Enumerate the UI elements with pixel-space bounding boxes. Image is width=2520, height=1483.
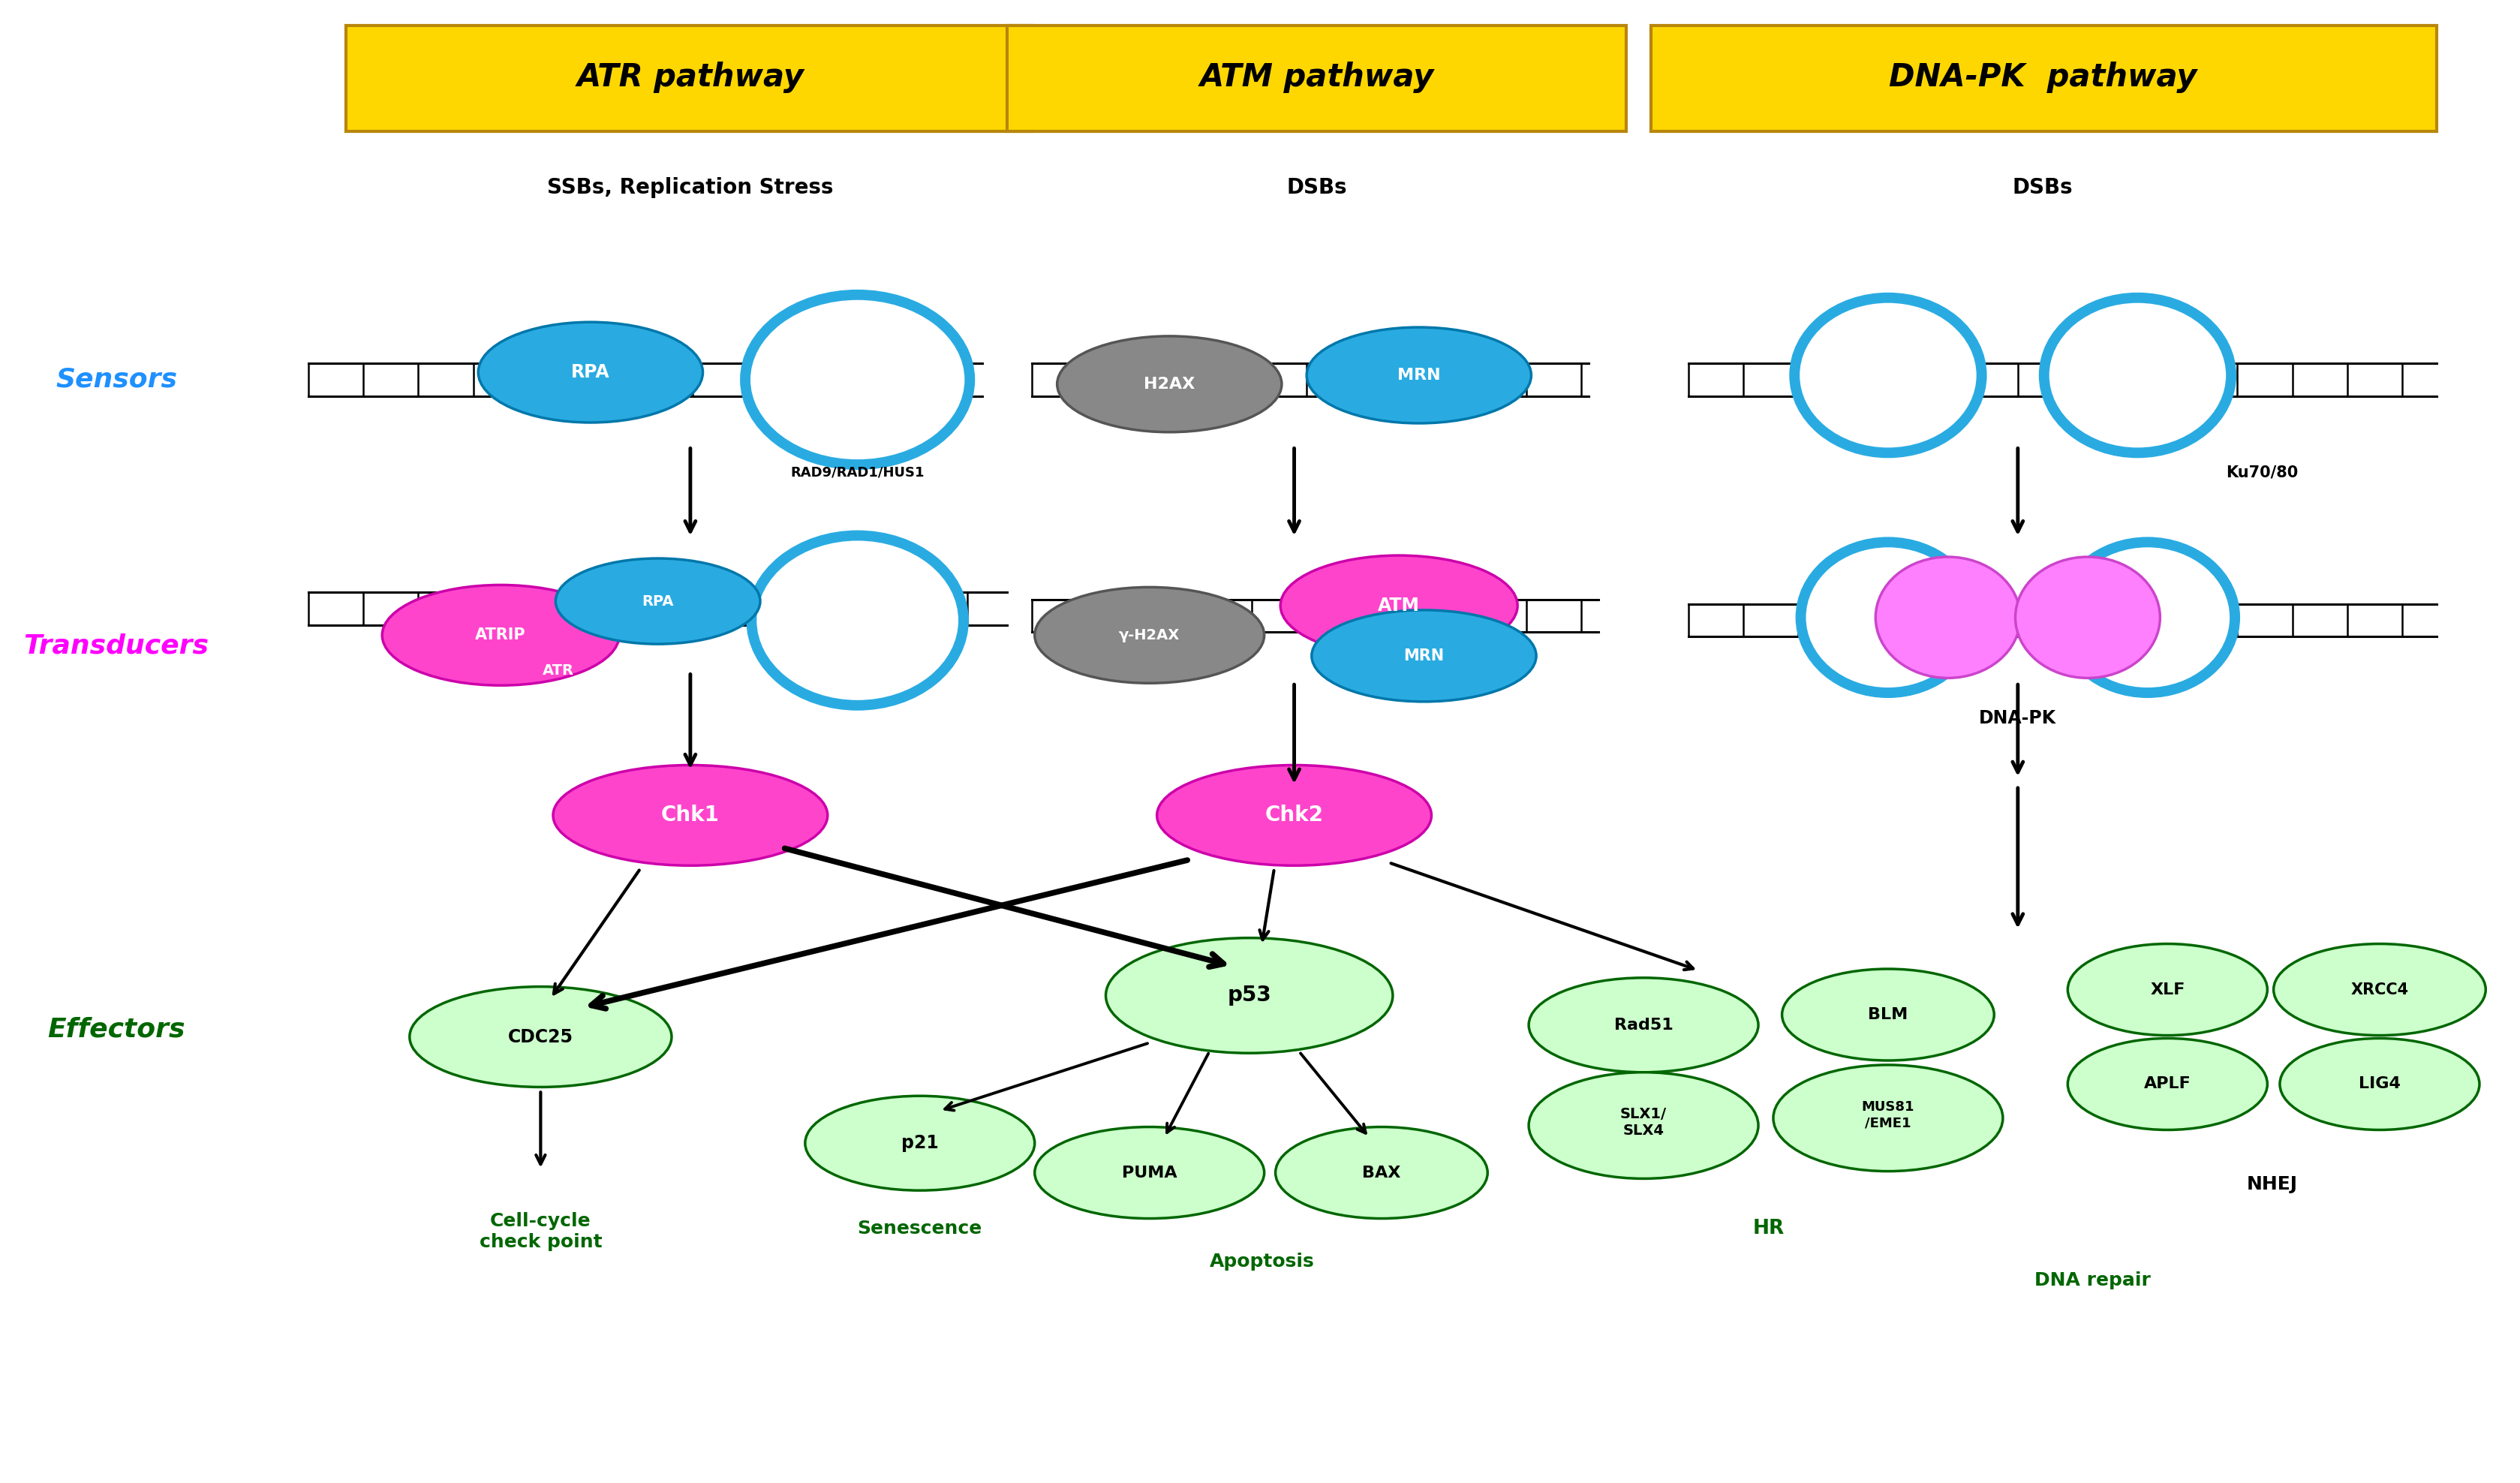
Ellipse shape — [2016, 558, 2160, 678]
Text: PUMA: PUMA — [1121, 1166, 1177, 1180]
Text: RPA: RPA — [572, 363, 610, 381]
Ellipse shape — [2281, 1038, 2480, 1130]
Text: RAD9/RAD1/HUS1: RAD9/RAD1/HUS1 — [791, 466, 925, 479]
Ellipse shape — [2069, 943, 2268, 1035]
Text: H2AX: H2AX — [1144, 377, 1194, 392]
Text: XRCC4: XRCC4 — [2351, 982, 2409, 997]
Text: MRN: MRN — [1396, 368, 1441, 383]
Text: DSBs: DSBs — [2013, 176, 2074, 199]
Text: Senescence: Senescence — [857, 1221, 983, 1238]
Text: p21: p21 — [902, 1134, 937, 1152]
Text: Sensors: Sensors — [55, 366, 176, 393]
Text: APLF: APLF — [2145, 1077, 2190, 1091]
Text: ATM pathway: ATM pathway — [1200, 61, 1434, 93]
Text: SSBs, Replication Stress: SSBs, Replication Stress — [547, 176, 834, 199]
Text: Chk2: Chk2 — [1265, 805, 1323, 826]
Ellipse shape — [2061, 543, 2235, 693]
Text: DSBs: DSBs — [1285, 176, 1346, 199]
Ellipse shape — [1157, 765, 1431, 866]
Ellipse shape — [751, 535, 963, 706]
Ellipse shape — [2069, 1038, 2268, 1130]
Ellipse shape — [2273, 943, 2485, 1035]
Text: ATRIP: ATRIP — [476, 627, 527, 642]
Ellipse shape — [1310, 610, 1537, 701]
Text: Cell-cycle
check point: Cell-cycle check point — [479, 1212, 602, 1252]
Ellipse shape — [1036, 587, 1265, 684]
Ellipse shape — [479, 322, 703, 423]
Ellipse shape — [1530, 977, 1759, 1072]
Text: p53: p53 — [1227, 985, 1270, 1005]
Text: Apoptosis: Apoptosis — [1210, 1252, 1315, 1271]
Text: NHEJ: NHEJ — [2248, 1176, 2298, 1194]
Ellipse shape — [1530, 1072, 1759, 1179]
Text: Rad51: Rad51 — [1613, 1017, 1673, 1032]
Text: ATR pathway: ATR pathway — [577, 61, 804, 93]
Ellipse shape — [1275, 1127, 1487, 1219]
Ellipse shape — [1782, 968, 1993, 1060]
Text: RPA: RPA — [643, 595, 673, 608]
Text: ATR: ATR — [542, 663, 575, 678]
Ellipse shape — [746, 295, 970, 464]
FancyBboxPatch shape — [1008, 25, 1625, 132]
Ellipse shape — [1875, 558, 2021, 678]
Ellipse shape — [1056, 337, 1283, 432]
Text: DNA-PK: DNA-PK — [1978, 709, 2056, 727]
Text: Chk1: Chk1 — [660, 805, 721, 826]
Text: γ-H2AX: γ-H2AX — [1119, 627, 1179, 642]
Ellipse shape — [552, 765, 827, 866]
Text: Ku70/80: Ku70/80 — [2225, 466, 2298, 480]
Text: CDC25: CDC25 — [509, 1028, 572, 1046]
Ellipse shape — [1802, 543, 1976, 693]
Text: DNA-PK  pathway: DNA-PK pathway — [1890, 61, 2197, 93]
Ellipse shape — [1308, 328, 1532, 423]
Text: HR: HR — [1751, 1219, 1784, 1238]
FancyBboxPatch shape — [1651, 25, 2437, 132]
Ellipse shape — [1774, 1065, 2003, 1172]
Text: DNA repair: DNA repair — [2034, 1271, 2150, 1290]
Ellipse shape — [804, 1096, 1036, 1191]
Ellipse shape — [554, 559, 761, 644]
Ellipse shape — [383, 584, 620, 685]
Text: XLF: XLF — [2150, 982, 2185, 997]
Text: MUS81
/EME1: MUS81 /EME1 — [1862, 1100, 1915, 1130]
FancyBboxPatch shape — [345, 25, 1033, 132]
Ellipse shape — [1106, 937, 1394, 1053]
Text: LIG4: LIG4 — [2359, 1077, 2402, 1091]
Ellipse shape — [411, 986, 673, 1087]
Ellipse shape — [2044, 298, 2230, 452]
Text: MRN: MRN — [1404, 648, 1444, 663]
Text: BLM: BLM — [1867, 1007, 1908, 1022]
Ellipse shape — [1794, 298, 1981, 452]
Ellipse shape — [1280, 556, 1517, 655]
Text: ATM: ATM — [1378, 596, 1419, 614]
Text: Transducers: Transducers — [23, 633, 209, 658]
Ellipse shape — [1036, 1127, 1265, 1219]
Text: SLX1/
SLX4: SLX1/ SLX4 — [1620, 1108, 1666, 1137]
Text: BAX: BAX — [1363, 1166, 1401, 1180]
Text: Effectors: Effectors — [48, 1017, 186, 1043]
